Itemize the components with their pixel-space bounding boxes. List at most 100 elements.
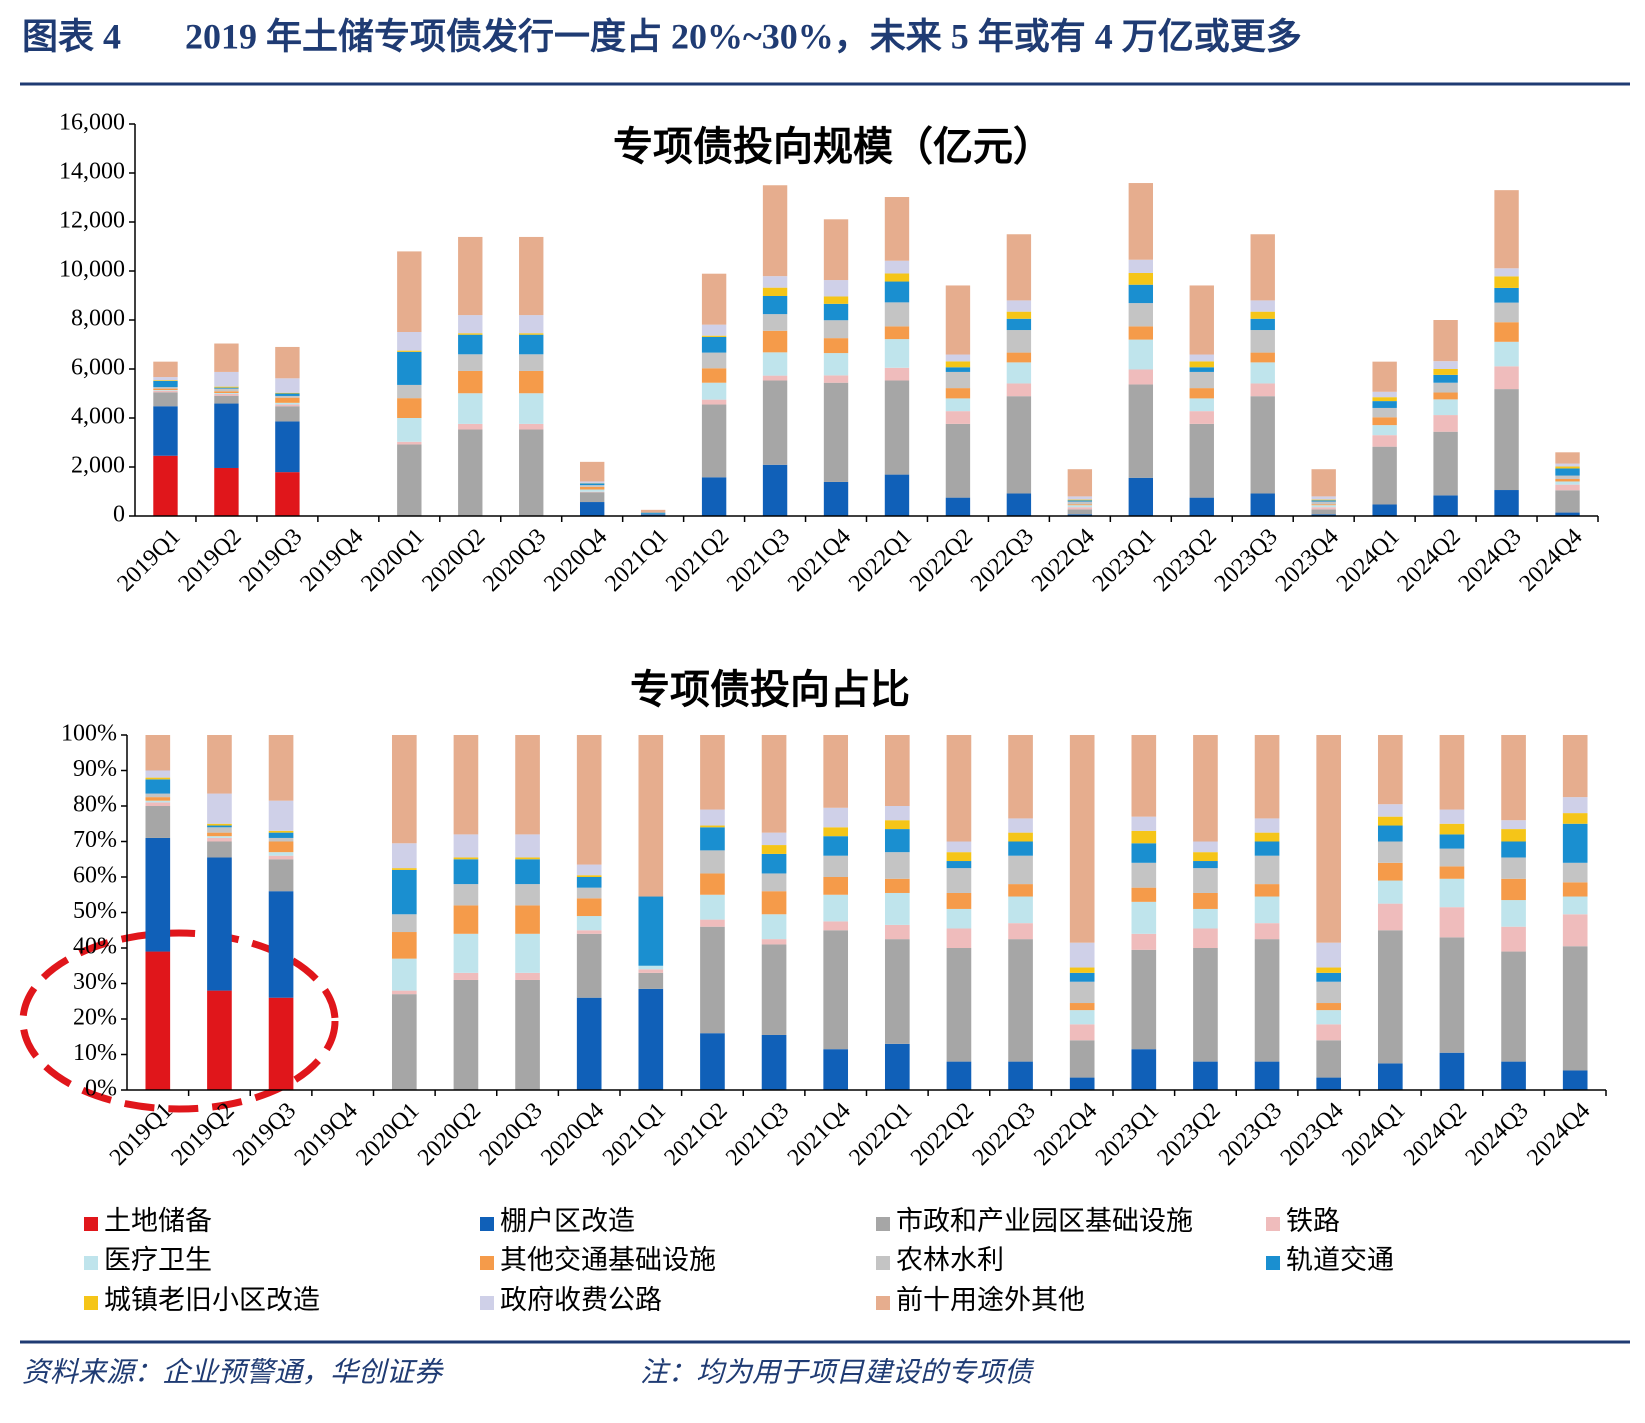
bar-segment [519,370,544,394]
bar-segment [1189,398,1214,412]
bar-segment [1372,417,1397,426]
bar-segment [519,333,544,335]
x-tick-label: 2021Q3 [722,524,795,597]
bar-segment [761,939,787,945]
y-tick-label: 2,000 [71,453,125,479]
bar-segment [762,295,788,315]
bar-segment [761,845,787,854]
bar-segment [453,933,479,973]
bar-segment [1377,816,1403,826]
bar-segment [515,735,540,835]
bar-segment [1311,505,1336,508]
bar-segment [145,800,171,803]
bar-segment [397,384,422,399]
bar-segment [1311,507,1336,510]
bar-segment [946,948,972,1062]
bar-segment [1433,369,1458,375]
legend-swatch [480,1256,494,1270]
bar-segment [1377,804,1403,817]
bar-segment [946,892,972,909]
bar-segment [1311,500,1336,502]
bar-segment [884,939,910,1044]
bar-segment [823,836,849,856]
bar-segment [823,807,849,828]
bar-segment [700,1033,725,1090]
bar-segment [1254,1061,1280,1090]
bar-segment [153,406,178,456]
legend-swatch [84,1296,98,1310]
bar-segment [1562,823,1588,863]
legend-label: 土地储备 [104,1206,212,1236]
bar-segment [1069,967,1095,973]
bar-segment [1439,866,1465,879]
bar-segment [946,1061,972,1090]
bar-segment [946,928,972,948]
bar-segment [1494,341,1519,367]
bar-segment [1193,868,1218,893]
bar-segment [823,481,849,516]
bar-segment [1189,361,1214,368]
x-tick-label: 2021Q1 [600,524,673,597]
x-tick-label: 2023Q4 [1276,1098,1349,1171]
bar-segment [268,997,294,1090]
bar-segment [1006,311,1032,319]
bar-segment [1128,326,1154,340]
bar-segment [1494,287,1519,303]
bar-segment [761,914,787,940]
bar-segment [579,489,605,492]
bar-segment [1006,234,1032,301]
bar-segment [1377,903,1403,931]
bar-segment [275,404,300,407]
bar-segment [1555,468,1580,476]
bar-segment [515,933,540,973]
x-tick-label: 2022Q2 [906,1098,979,1171]
bar-segment [1372,397,1397,402]
y-tick-label: 70% [73,827,117,853]
bar-segment [1008,818,1033,833]
bar-segment [515,884,540,906]
bar-segment [214,388,239,392]
bar-segment [640,512,666,514]
bar-segment [945,371,971,389]
bar-segment [275,392,300,394]
bar-segment [1250,396,1275,494]
y-tick-label: 80% [73,792,117,818]
bar-segment [823,375,849,383]
bar-segment [1562,735,1588,798]
bar-segment [1250,383,1275,397]
bar-segment [1494,276,1519,288]
bar-segment [1008,884,1033,897]
bar-segment [1131,887,1157,902]
bar-segment [884,339,910,368]
bar-segment [1254,735,1280,819]
bar-segment [1128,272,1154,285]
bar-segment [1067,499,1093,501]
bar-segment [945,497,971,516]
bar-segment [1439,1052,1465,1090]
bar-segment [1433,320,1458,362]
bar-segment [700,850,725,874]
bar-segment [1562,896,1588,915]
x-tick-label: 2021Q2 [661,524,734,597]
bar-segment [519,354,544,371]
bar-segment [1250,362,1275,384]
bar-segment [458,333,483,335]
bar-segment [1128,477,1154,516]
bar-segment [397,418,422,442]
bar-segment [397,444,422,516]
bar-segment [700,919,725,927]
legend-label: 市政和产业园区基础设施 [896,1206,1193,1236]
x-tick-label: 2023Q1 [1088,524,1161,597]
bar-segment [1311,496,1336,500]
bar-segment [701,336,727,353]
bar-segment [1433,399,1458,416]
x-tick-label: 2022Q3 [968,1098,1041,1171]
bar-segment [519,236,544,316]
bar-segment [391,914,417,933]
bar-segment [275,395,300,398]
bar-segment [214,393,239,396]
bar-segment [823,382,849,482]
y-tick-label: 6,000 [71,355,125,381]
bar-segment [1439,735,1465,810]
bar-segment [207,841,232,858]
